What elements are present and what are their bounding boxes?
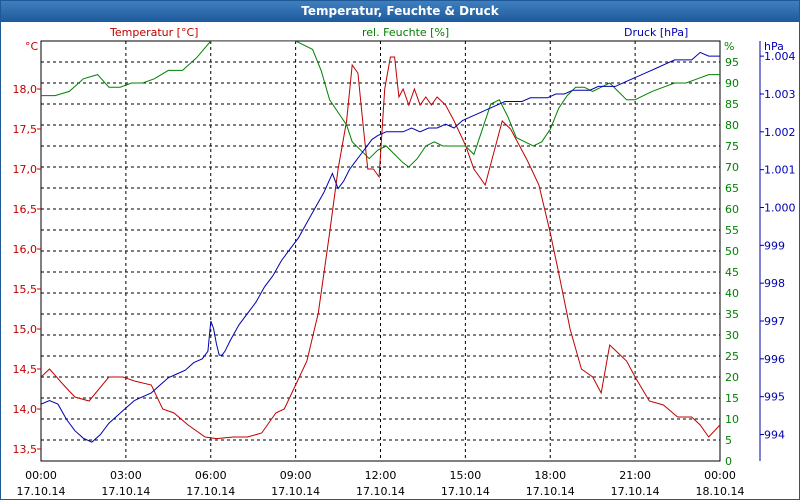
pressure-tick-label: 997 [764,315,785,328]
humidity-tick-label: 95 [725,56,739,69]
x-tick-time: 06:00 [195,469,227,482]
temperature-tick-label: 16,0 [13,243,38,256]
temperature-tick-label: 17,0 [13,163,38,176]
pressure-tick-label: 999 [764,239,785,252]
temperature-tick-label: 14,5 [13,363,38,376]
temperature-unit-label: °C [25,40,39,53]
x-tick-time: 18:00 [534,469,566,482]
humidity-tick-label: 0 [725,455,732,468]
x-tick-date: 17.10.14 [441,485,490,498]
pressure-tick-label: 996 [764,353,785,366]
x-tick-date: 17.10.14 [271,485,320,498]
humidity-tick-label: 50 [725,245,739,258]
temperature-tick-label: 18,0 [13,83,38,96]
x-tick-time: 00:00 [25,469,57,482]
x-tick-time: 15:00 [450,469,482,482]
humidity-tick-label: 55 [725,224,739,237]
humidity-tick-label: 35 [725,308,739,321]
humidity-tick-label: 5 [725,434,732,447]
pressure-tick-label: 1.003 [764,88,796,101]
temperature-tick-label: 17,5 [13,123,38,136]
humidity-line [41,41,720,168]
x-tick-date: 17.10.14 [186,485,235,498]
humidity-tick-label: 30 [725,329,739,342]
x-tick-time: 12:00 [365,469,397,482]
humidity-axis-label: rel. Feuchte [%] [362,26,449,39]
tick-labels: 00:00 17.10.14 03:00 17.10.14 06:00 17.10.14 0… [13,26,796,498]
humidity-tick-label: 15 [725,392,739,405]
pressure-axis-label: Druck [hPa] [624,26,688,39]
pressure-tick-label: 1.001 [764,164,796,177]
pressure-tick-label: 1.002 [764,126,796,139]
temperature-tick-label: 13,5 [13,443,38,456]
x-tick-time: 21:00 [619,469,651,482]
x-tick-time: 00:00 [704,469,736,482]
x-tick-date: 17.10.14 [17,485,66,498]
temperature-tick-label: 15,0 [13,323,38,336]
grid [37,40,764,462]
humidity-tick-label: 20 [725,371,739,384]
temperature-line [41,56,720,440]
pressure-line [41,51,720,443]
humidity-tick-label: 25 [725,350,739,363]
x-tick-time: 03:00 [110,469,142,482]
humidity-tick-label: 45 [725,266,739,279]
humidity-unit-label: % [724,40,734,53]
window-title: Temperatur, Feuchte & Druck [1,1,799,22]
x-tick-date: 17.10.14 [101,485,150,498]
series-layer [41,41,720,443]
humidity-tick-label: 60 [725,203,739,216]
pressure-tick-label: 1.004 [764,50,796,63]
x-tick-date: 17.10.14 [611,485,660,498]
humidity-tick-label: 75 [725,140,739,153]
pressure-tick-label: 1.000 [764,201,796,214]
humidity-tick-label: 80 [725,119,739,132]
humidity-tick-label: 70 [725,161,739,174]
humidity-tick-label: 90 [725,77,739,90]
x-tick-time: 09:00 [280,469,312,482]
pressure-tick-label: 995 [764,391,785,404]
humidity-tick-label: 10 [725,413,739,426]
temperature-tick-label: 16,5 [13,203,38,216]
pressure-unit-label: hPa [764,40,784,53]
temperature-tick-label: 15,5 [13,283,38,296]
pressure-tick-label: 994 [764,429,785,442]
x-tick-date: 18.10.14 [696,485,745,498]
humidity-tick-label: 40 [725,287,739,300]
x-tick-date: 17.10.14 [526,485,575,498]
humidity-tick-label: 85 [725,98,739,111]
pressure-tick-label: 998 [764,277,785,290]
temperature-axis-label: Temperatur [°C] [109,26,198,39]
x-tick-date: 17.10.14 [356,485,405,498]
humidity-tick-label: 65 [725,182,739,195]
temperature-tick-label: 14,0 [13,403,38,416]
